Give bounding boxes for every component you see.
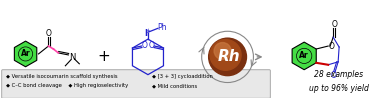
Polygon shape	[292, 42, 316, 70]
Text: ◆ C–C bond cleavage    ◆ High regioselectivity: ◆ C–C bond cleavage ◆ High regioselectiv…	[6, 83, 128, 88]
Text: +: +	[98, 49, 110, 64]
Text: O: O	[331, 20, 337, 29]
Circle shape	[209, 38, 246, 76]
Text: ◆ Versatile isocoumarin scaffold synthesis: ◆ Versatile isocoumarin scaffold synthes…	[6, 74, 117, 79]
Text: O: O	[45, 29, 51, 38]
Text: O: O	[141, 41, 147, 50]
Text: O: O	[329, 42, 335, 51]
Text: ◆ Mild conditions: ◆ Mild conditions	[152, 83, 197, 88]
Circle shape	[210, 40, 241, 70]
Text: ◆ [3 + 3] cycloaddition: ◆ [3 + 3] cycloaddition	[152, 74, 213, 79]
Circle shape	[214, 43, 231, 59]
Text: O: O	[330, 71, 336, 80]
Text: 28 examples
up to 96% yield: 28 examples up to 96% yield	[309, 70, 369, 93]
Text: Ph: Ph	[157, 23, 167, 32]
Text: Ar: Ar	[21, 49, 30, 58]
FancyBboxPatch shape	[2, 70, 270, 98]
Text: Rh: Rh	[217, 49, 240, 64]
Text: I: I	[144, 29, 147, 38]
Text: +: +	[146, 28, 150, 33]
Polygon shape	[14, 41, 37, 67]
Text: Ar: Ar	[299, 51, 309, 60]
Text: O: O	[149, 41, 155, 50]
Text: N: N	[69, 53, 76, 62]
